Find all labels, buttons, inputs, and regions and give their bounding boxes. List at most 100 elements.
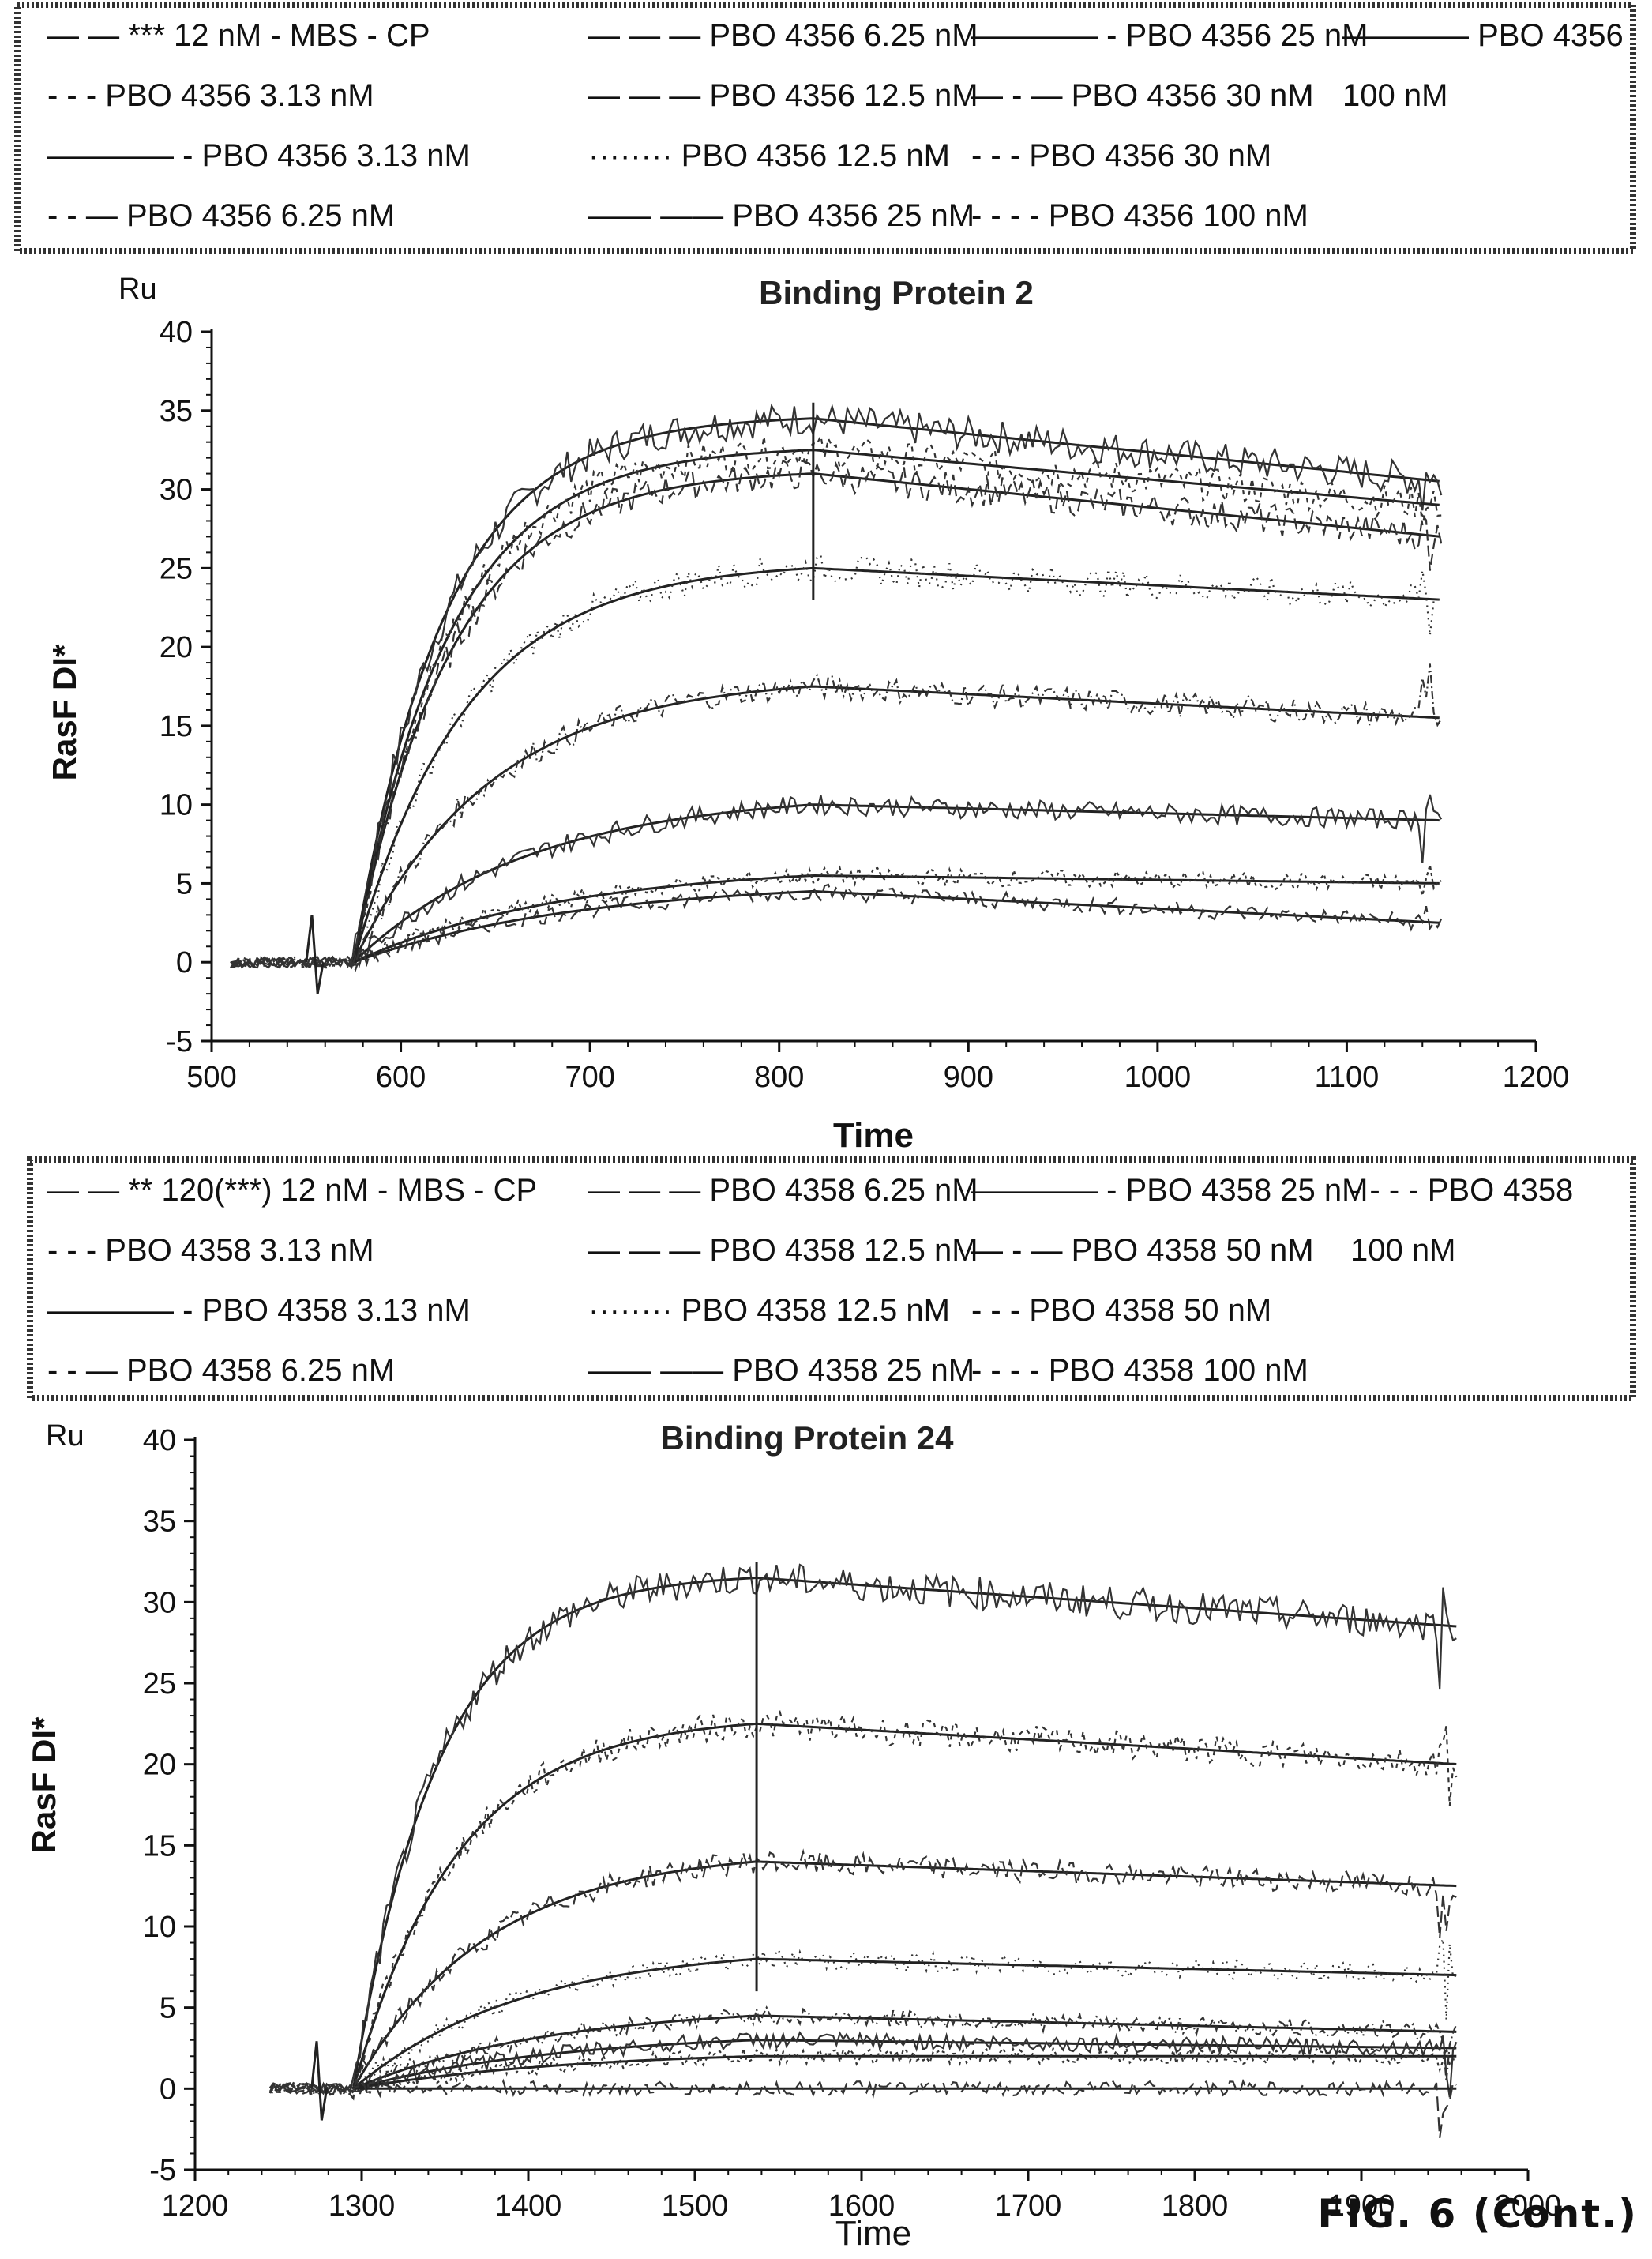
legend-entry: - - - PBO 4356 30 nM: [971, 138, 1271, 173]
x-axis-label: Time: [833, 1116, 914, 1155]
legend-entry: — — *** 12 nM - MBS - CP: [47, 18, 430, 53]
y-tick-label: 5: [160, 1992, 176, 2025]
data-trace: [269, 2078, 1457, 2138]
x-tick-label: 600: [376, 1061, 426, 1094]
legend: — — *** 12 nM - MBS - CP — — — PBO 4356 6…: [47, 18, 1624, 233]
fit-line: [352, 472, 1440, 963]
y-tick-label: 35: [143, 1505, 176, 1539]
data-trace: [268, 2031, 1458, 2098]
chart-binding-protein-2: — — *** 12 nM - MBS - CP — — — PBO 4356 6…: [14, 2, 1636, 1155]
fit-line: [352, 1860, 1457, 2090]
chart-title: Binding Protein 2: [759, 274, 1034, 311]
data-trace: [269, 1848, 1457, 2101]
data-trace: [230, 663, 1443, 972]
legend-box: [27, 1156, 1636, 1401]
y-tick-label: 15: [143, 1829, 176, 1862]
data-trace: [230, 794, 1443, 969]
y-tick-label: 20: [143, 1749, 176, 1782]
y-axis-label: RasF DI*: [46, 644, 83, 780]
data-trace: [230, 433, 1442, 970]
chart-title: Binding Protein 24: [660, 1419, 954, 1457]
injection-spike: [310, 2041, 329, 2121]
data-trace: [230, 403, 1443, 969]
fit-line: [353, 890, 1440, 964]
fit-line: [352, 449, 1440, 963]
x-tick-label: 700: [565, 1061, 614, 1094]
fit-line: [351, 1576, 1457, 2089]
data-trace: [269, 1563, 1457, 2095]
y-tick-label: 20: [160, 631, 193, 664]
y-tick-label: 5: [176, 867, 193, 900]
x-tick-label: 1900: [1328, 2189, 1395, 2223]
x-tick-label: 800: [754, 1061, 804, 1094]
y-tick-label: -5: [166, 1025, 193, 1058]
fit-line: [351, 1722, 1457, 2089]
y-tick-label: 15: [160, 710, 193, 743]
legend-entry: ········ PBO 4358 12.5 nM: [588, 1293, 950, 1328]
y-tick-label: 40: [143, 1424, 176, 1457]
x-tick-label: 1200: [1503, 1061, 1570, 1094]
legend-entry: —— —— PBO 4358 25 nM: [588, 1353, 974, 1388]
legend-entry: - - - PBO 4358 3.13 nM: [47, 1233, 374, 1268]
legend-entry: ———— - PBO 4356 25 nM: [971, 18, 1368, 53]
legend-entry: ········ PBO 4356 12.5 nM: [588, 138, 950, 173]
y-tick-label: 25: [143, 1667, 176, 1701]
legend-entry: — — — PBO 4358 12.5 nM: [588, 1233, 978, 1268]
x-tick-label: 1200: [162, 2189, 229, 2223]
y-axis-label: RasF DI*: [25, 1716, 62, 1853]
legend-entry: ———— - PBO 4356 3.13 nM: [47, 138, 471, 173]
x-tick-label: 1100: [1315, 1061, 1380, 1094]
data-trace: [269, 2045, 1457, 2096]
x-tick-label: 1500: [662, 2189, 729, 2223]
y-tick-label: 30: [143, 1586, 176, 1619]
series-group: [268, 1562, 1458, 2138]
y-tick-label: 10: [160, 789, 193, 822]
x-tick-label: 1800: [1162, 2189, 1229, 2223]
data-trace: [230, 459, 1443, 969]
data-trace: [230, 554, 1443, 968]
legend-entry: — - — PBO 4356 30 nM: [971, 78, 1314, 113]
data-trace: [268, 2005, 1458, 2096]
x-tick-label: 2000: [1495, 2189, 1562, 2223]
y-tick-label: 40: [160, 316, 193, 349]
legend-entry: - - - PBO 4356 3.13 nM: [47, 78, 374, 113]
fit-line: [353, 874, 1440, 964]
fit-line: [352, 1957, 1457, 2090]
y-tick-label: 35: [160, 395, 193, 428]
axes: -5 0 5 10 15 20 25 30 35 40 500 600 700 800 900 1000 110…: [160, 316, 1570, 1094]
fit-line: [352, 2014, 1457, 2090]
x-tick-label: 1600: [828, 2189, 895, 2223]
figure-label: FIG. 6 (Cont.): [1317, 2191, 1638, 2237]
legend-entry: — — — PBO 4358 6.25 nM: [588, 1173, 978, 1208]
x-tick-label: 1700: [995, 2189, 1062, 2223]
legend-entry: —— —— PBO 4356 25 nM: [588, 198, 974, 233]
legend-entry: — — — PBO 4356 6.25 nM: [588, 18, 978, 53]
y-tick-label: 30: [160, 474, 193, 507]
legend: — — ** 120(***) 12 nM - MBS - CP — — — PB…: [47, 1173, 1573, 1388]
fit-line: [353, 2054, 1457, 2090]
legend-entry: - - - PBO 4358 50 nM: [971, 1293, 1271, 1328]
y-tick-label: 0: [160, 2073, 176, 2106]
chart-binding-protein-24: — — ** 120(***) 12 nM - MBS - CP — — — PB…: [25, 1156, 1636, 2253]
data-trace: [268, 1709, 1458, 2095]
y-tick-label: 10: [143, 1911, 176, 1944]
legend-box: [14, 2, 1636, 254]
legend-entry: — — ** 120(***) 12 nM - MBS - CP: [47, 1173, 537, 1208]
x-axis-label: Time: [835, 2214, 911, 2253]
y-tick-label: 25: [160, 552, 193, 585]
injection-spike: [305, 915, 325, 994]
legend-entry: - - — PBO 4356 6.25 nM: [47, 198, 395, 233]
legend-entry: - - - - PBO 4358 100 nM: [971, 1353, 1308, 1388]
legend-entry: — — — PBO 4356 12.5 nM: [588, 78, 978, 113]
legend-entry: - - - - PBO 4358: [1350, 1173, 1573, 1208]
fit-line: [352, 803, 1440, 964]
x-tick-label: 500: [186, 1061, 236, 1094]
legend-entry: ———— - PBO 4358 3.13 nM: [47, 1293, 471, 1328]
x-tick-label: 1000: [1124, 1061, 1192, 1094]
x-tick-label: 1300: [329, 2189, 396, 2223]
unit-label: Ru: [46, 1419, 84, 1453]
legend-entry: ———— PBO 4356: [1342, 18, 1624, 53]
data-trace: [230, 883, 1443, 969]
legend-entry: 100 nM: [1342, 78, 1447, 113]
